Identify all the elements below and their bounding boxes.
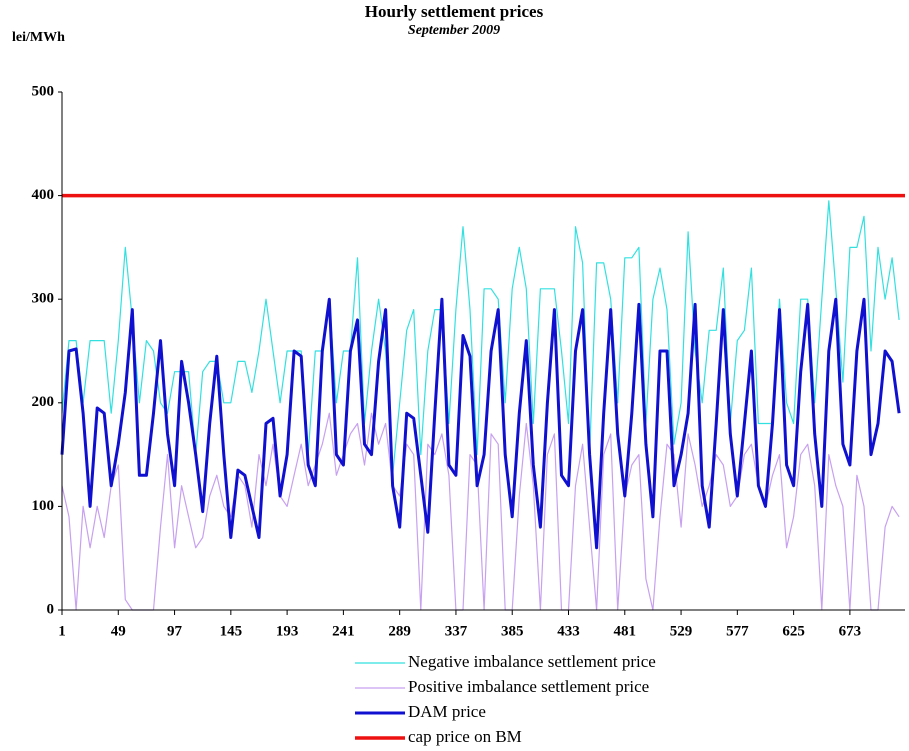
- x-tick-label: 481: [614, 623, 637, 639]
- y-tick-label: 300: [32, 291, 55, 307]
- y-tick-label: 500: [32, 83, 55, 99]
- x-tick-label: 577: [726, 623, 749, 639]
- x-tick-label: 241: [332, 623, 355, 639]
- legend-label: Negative imbalance settlement price: [408, 652, 656, 671]
- legend-label: Positive imbalance settlement price: [408, 677, 649, 696]
- chart-subtitle: September 2009: [408, 23, 500, 38]
- x-tick-label: 673: [839, 623, 862, 639]
- x-tick-label: 289: [388, 623, 411, 639]
- legend-label: DAM price: [408, 702, 486, 721]
- legend-label: cap price on BM: [408, 727, 522, 746]
- x-tick-label: 433: [557, 623, 580, 639]
- series-line: [60, 297, 901, 550]
- x-tick-label: 97: [167, 623, 183, 639]
- y-axis-label: lei/MWh: [12, 30, 65, 45]
- series-line: [61, 200, 900, 476]
- y-tick-label: 200: [32, 394, 55, 410]
- x-tick-label: 385: [501, 623, 524, 639]
- y-tick-label: 400: [32, 187, 55, 203]
- x-tick-label: 337: [445, 623, 468, 639]
- x-tick-label: 49: [111, 623, 126, 639]
- x-tick-label: 145: [220, 623, 243, 639]
- x-tick-label: 193: [276, 623, 299, 639]
- x-tick-label: 1: [58, 623, 66, 639]
- x-tick-label: 625: [782, 623, 805, 639]
- y-tick-label: 0: [47, 601, 55, 617]
- series-line: [61, 412, 900, 611]
- x-tick-label: 529: [670, 623, 693, 639]
- y-tick-label: 100: [32, 498, 55, 514]
- chart-title: Hourly settlement prices: [365, 2, 544, 21]
